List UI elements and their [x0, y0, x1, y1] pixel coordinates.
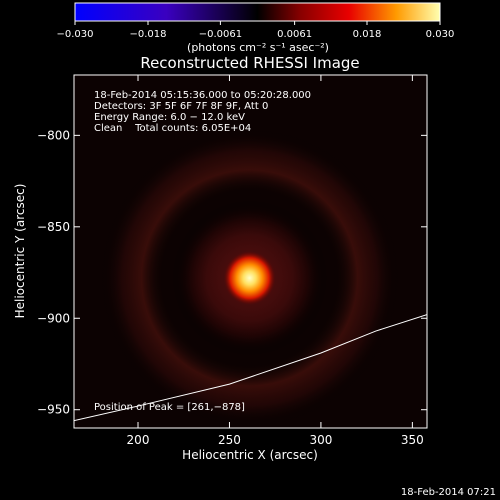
y-tick-label: −800 [37, 128, 70, 142]
annotation-detectors: Detectors: 3F 5F 6F 7F 8F 9F, Att 0 [94, 101, 268, 112]
plot-frame [73, 74, 428, 429]
y-tick-label: −850 [37, 220, 70, 234]
colorbar-tick-label: 0.030 [426, 29, 455, 40]
colorbar-ticks: −0.030 −0.018 −0.0061 0.0061 0.018 0.030 [56, 21, 454, 40]
y-axis-ticks: −800 −850 −900 −950 [37, 128, 427, 417]
colorbar-tick-label: 0.018 [353, 29, 382, 40]
y-tick-label: −950 [37, 403, 70, 417]
x-axis-ticks: 200 250 300 350 [127, 75, 424, 447]
y-axis-label: Heliocentric Y (arcsec) [13, 184, 27, 319]
colorbar-tick-label: 0.0061 [277, 29, 312, 40]
colorbar: −0.030 −0.018 −0.0061 0.0061 0.018 0.030 (pho… [56, 2, 454, 54]
colorbar-tick-label: −0.0061 [199, 29, 242, 40]
solar-limb-line [74, 314, 427, 422]
x-tick-label: 200 [127, 433, 150, 447]
colorbar-tick-label: −0.030 [56, 29, 93, 40]
x-tick-label: 250 [218, 433, 241, 447]
colorbar-tick-label: −0.018 [129, 29, 166, 40]
x-tick-label: 300 [309, 433, 332, 447]
annotations: 18-Feb-2014 05:15:36.000 to 05:20:28.000… [94, 90, 311, 413]
colorbar-gradient [74, 2, 441, 22]
colorbar-unit: (photons cm⁻² s⁻¹ asec⁻²) [187, 41, 329, 54]
annotation-clean: Clean Total counts: 6.05E+04 [94, 123, 251, 134]
chart-title: Reconstructed RHESSI Image [140, 54, 359, 72]
annotation-energy: Energy Range: 6.0 − 12.0 keV [94, 112, 245, 123]
x-axis-label: Heliocentric X (arcsec) [182, 448, 318, 462]
emission-peak-source [223, 251, 276, 306]
x-tick-label: 350 [401, 433, 424, 447]
footer-timestamp: 18-Feb-2014 07:21 [401, 487, 496, 498]
image-plot [74, 75, 427, 428]
y-tick-label: −900 [37, 311, 70, 325]
annotation-time-range: 18-Feb-2014 05:15:36.000 to 05:20:28.000 [94, 90, 311, 101]
annotation-peak-position: Position of Peak = [261,−878] [94, 402, 245, 413]
